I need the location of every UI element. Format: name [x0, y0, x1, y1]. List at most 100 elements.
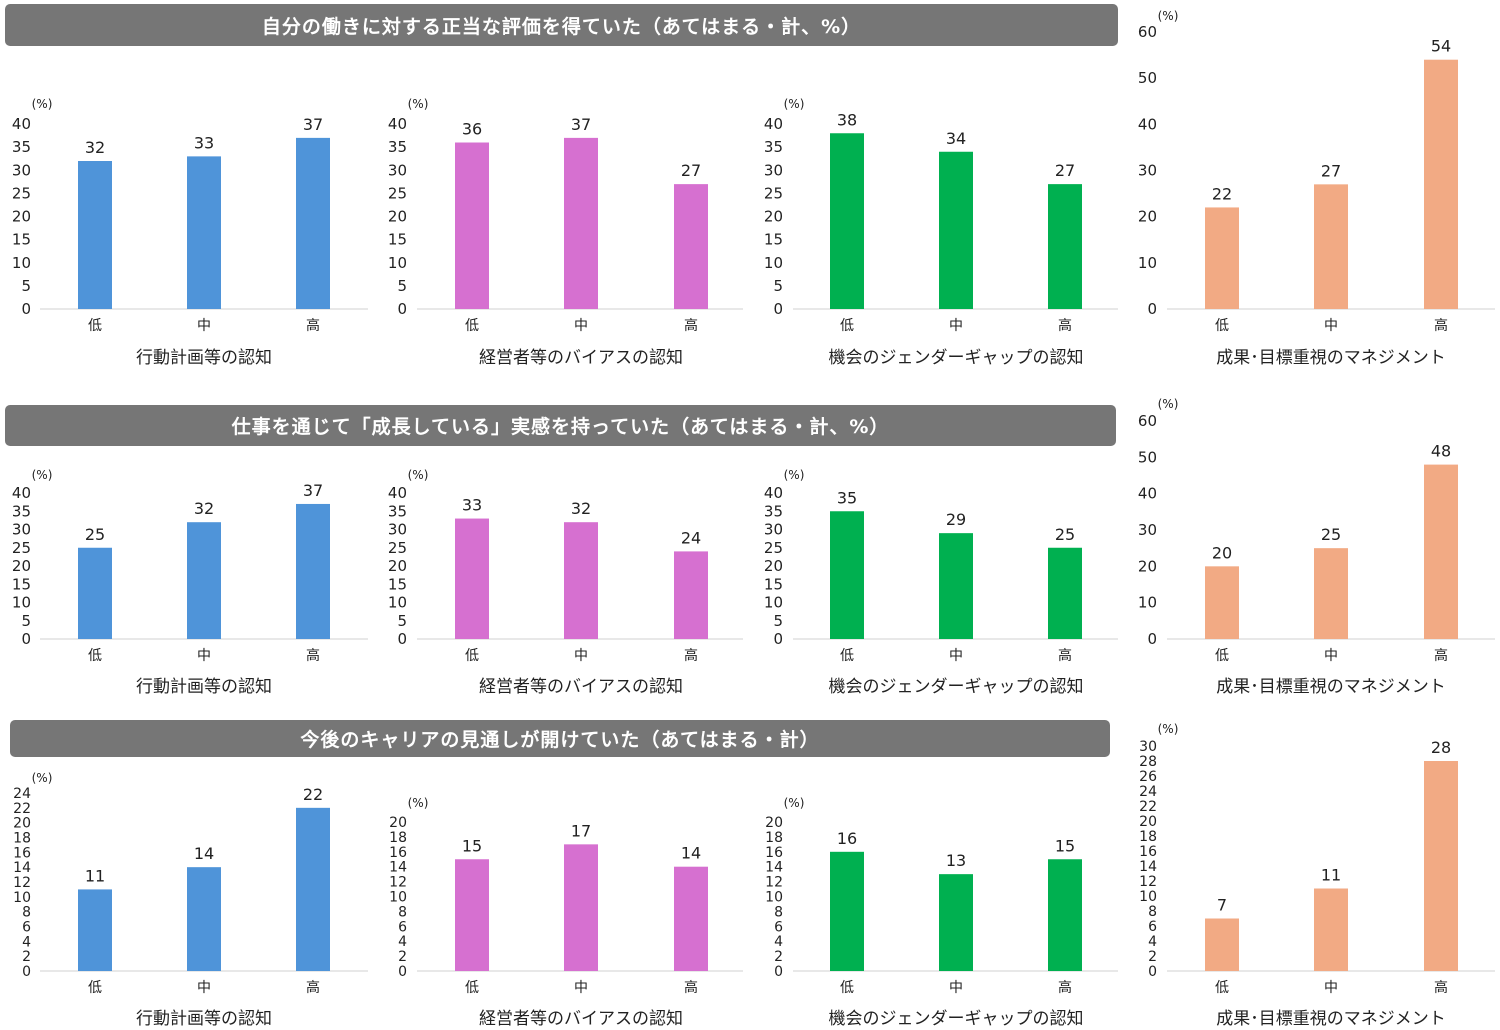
data-label: 22 [303, 785, 323, 804]
category-label: 中 [574, 980, 588, 996]
y-tick-label: 0 [1147, 300, 1157, 318]
y-tick-label: 2 [398, 949, 407, 965]
bar [1048, 547, 1082, 639]
unit-label: (%) [32, 468, 53, 482]
y-tick-label: 6 [398, 919, 407, 935]
data-label: 15 [1055, 836, 1075, 855]
y-tick-label: 18 [765, 830, 783, 846]
data-label: 7 [1217, 896, 1227, 915]
category-label: 低 [465, 980, 479, 996]
y-tick-label: 20 [12, 208, 31, 226]
data-label: 22 [1212, 184, 1232, 203]
data-label: 34 [946, 129, 966, 148]
y-tick-label: 10 [388, 254, 407, 272]
y-tick-label: 16 [1139, 844, 1157, 860]
y-tick-label: 30 [12, 521, 31, 539]
y-tick-label: 18 [389, 830, 407, 846]
y-tick-label: 8 [398, 904, 407, 920]
data-label: 24 [681, 528, 701, 547]
y-tick-label: 5 [773, 277, 783, 295]
data-label: 17 [571, 821, 591, 840]
unit-label: (%) [784, 468, 805, 482]
y-tick-label: 5 [397, 277, 407, 295]
unit-label: (%) [1158, 9, 1179, 23]
y-tick-label: 25 [764, 184, 783, 202]
category-label: 中 [197, 318, 211, 334]
y-tick-label: 15 [12, 575, 31, 593]
x-axis-title: 行動計画等の認知 [136, 677, 272, 697]
bar [1424, 59, 1458, 310]
y-tick-label: 0 [1148, 964, 1157, 980]
category-label: 高 [1058, 647, 1072, 664]
bar [187, 522, 221, 639]
section-title-evaluation: 自分の働きに対する正当な評価を得ていた（あてはまる・計、%） [5, 4, 1118, 46]
y-tick-label: 4 [398, 934, 407, 950]
category-label: 高 [306, 647, 320, 664]
y-tick-label: 60 [1138, 412, 1157, 430]
bar [830, 851, 864, 971]
data-label: 32 [571, 499, 591, 518]
category-label: 中 [197, 648, 211, 664]
y-tick-label: 10 [764, 254, 783, 272]
y-tick-label: 35 [764, 502, 783, 520]
bar [564, 137, 598, 309]
bar [1424, 761, 1458, 971]
bar [187, 867, 221, 971]
y-tick-label: 15 [12, 231, 31, 249]
y-tick-label: 0 [773, 300, 783, 318]
x-axis-title: 経営者等のバイアスの認知 [479, 677, 683, 697]
y-tick-label: 0 [21, 630, 31, 648]
unit-label: (%) [408, 97, 429, 111]
y-tick-label: 18 [1139, 829, 1157, 845]
category-label: 低 [1215, 648, 1229, 664]
bar [939, 533, 973, 639]
y-tick-label: 15 [388, 231, 407, 249]
unit-label: (%) [1158, 397, 1179, 411]
bar [1424, 464, 1458, 639]
category-label: 低 [840, 648, 854, 664]
category-label: 高 [1434, 647, 1448, 664]
x-axis-title: 成果･目標重視のマネジメント [1216, 1009, 1446, 1029]
y-tick-label: 20 [13, 816, 31, 832]
bar [1048, 859, 1082, 971]
y-tick-label: 8 [22, 905, 31, 921]
unit-label: (%) [784, 796, 805, 810]
y-tick-label: 20 [1138, 557, 1157, 575]
bar [674, 866, 708, 971]
y-tick-label: 0 [22, 964, 31, 980]
x-axis-title: 成果･目標重視のマネジメント [1216, 677, 1446, 697]
y-tick-label: 2 [22, 949, 31, 965]
y-tick-label: 40 [1138, 485, 1157, 503]
data-label: 16 [837, 829, 857, 848]
category-label: 中 [574, 318, 588, 334]
category-label: 中 [574, 648, 588, 664]
y-tick-label: 25 [388, 539, 407, 557]
y-tick-label: 14 [765, 860, 783, 876]
bar [296, 503, 330, 639]
category-label: 低 [465, 648, 479, 664]
data-label: 32 [194, 499, 214, 518]
y-tick-label: 20 [764, 208, 783, 226]
y-tick-label: 12 [765, 875, 783, 891]
y-tick-label: 4 [22, 934, 31, 950]
category-label: 中 [949, 648, 963, 664]
y-tick-label: 10 [1138, 594, 1157, 612]
data-label: 35 [837, 488, 857, 507]
y-tick-label: 8 [774, 904, 783, 920]
y-tick-label: 12 [13, 875, 31, 891]
y-tick-label: 10 [1139, 889, 1157, 905]
y-tick-label: 14 [389, 860, 407, 876]
bar [78, 161, 112, 309]
y-tick-label: 30 [1138, 162, 1157, 180]
section-title-growth: 仕事を通じて「成長している」実感を持っていた（あてはまる・計、%） [5, 405, 1116, 446]
category-label: 高 [1058, 979, 1072, 996]
category-label: 高 [1434, 979, 1448, 996]
x-axis-title: 機会のジェンダーギャップの認知 [829, 348, 1084, 368]
category-label: 高 [684, 647, 698, 664]
category-label: 中 [197, 980, 211, 996]
